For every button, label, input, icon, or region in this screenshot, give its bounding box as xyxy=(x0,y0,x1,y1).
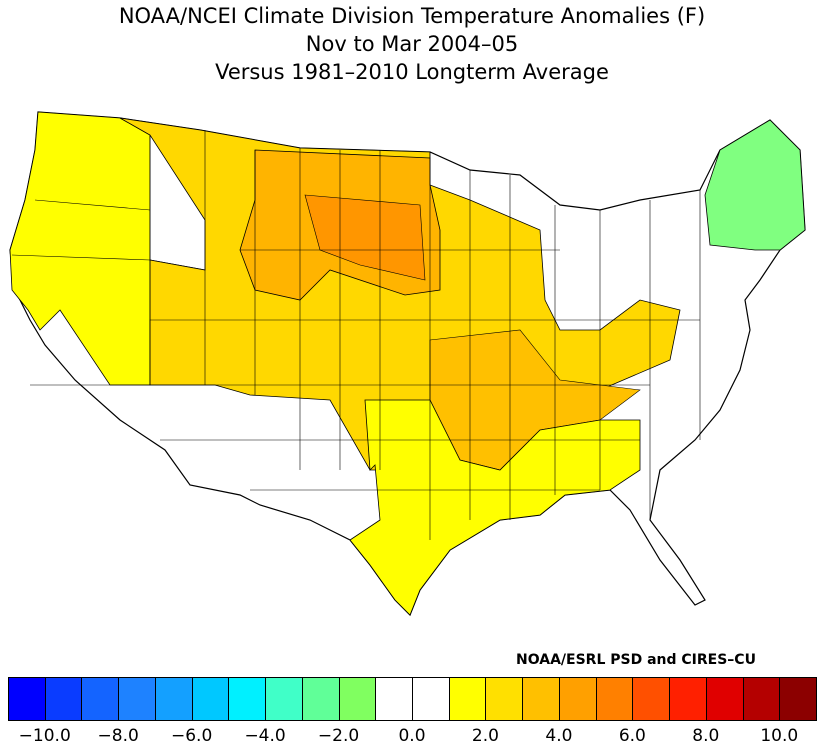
legend-tick-label: −8.0 xyxy=(97,726,139,746)
legend-swatch xyxy=(338,677,377,721)
credit-text: NOAA/ESRL PSD and CIRES–CU xyxy=(516,652,756,668)
legend-tick-label: −4.0 xyxy=(244,726,286,746)
region-new-england xyxy=(704,119,806,251)
legend-swatch xyxy=(154,677,193,721)
legend-swatch xyxy=(191,677,230,721)
legend-swatch xyxy=(8,677,46,721)
legend-swatch xyxy=(705,677,744,721)
legend-swatch xyxy=(485,677,524,721)
legend-swatch xyxy=(81,677,120,721)
legend-tick-label: 2.0 xyxy=(471,726,499,746)
legend-swatch xyxy=(448,677,487,721)
legend-tick-label: 8.0 xyxy=(692,726,720,746)
legend-swatch xyxy=(118,677,156,721)
legend-swatch xyxy=(228,677,267,721)
legend-tick-label: −2.0 xyxy=(317,726,360,746)
legend-tick-label: 4.0 xyxy=(545,726,573,746)
legend-tick-label: 10.0 xyxy=(760,726,799,746)
legend-swatch xyxy=(301,677,340,721)
legend-swatch xyxy=(742,677,781,721)
legend-swatch xyxy=(412,677,450,721)
legend-swatch xyxy=(375,677,413,721)
color-legend xyxy=(8,677,817,721)
map-title-block: NOAA/NCEI Climate Division Temperature A… xyxy=(0,2,824,86)
legend-swatch xyxy=(44,677,83,721)
legend-swatch xyxy=(632,677,671,721)
legend-swatch xyxy=(522,677,560,721)
legend-tick-label: −6.0 xyxy=(170,726,213,746)
legend-swatch xyxy=(265,677,303,721)
legend-tick-label: −10.0 xyxy=(18,726,71,746)
legend-swatch xyxy=(595,677,634,721)
title-line-2: Nov to Mar 2004–05 xyxy=(305,32,519,56)
title-line-3: Versus 1981–2010 Longterm Average xyxy=(215,60,609,84)
legend-swatch xyxy=(669,677,707,721)
region-plains-darkest xyxy=(304,194,426,281)
legend-tick-label: 0.0 xyxy=(398,726,426,746)
legend-swatch xyxy=(779,677,817,721)
legend-tick-label: 6.0 xyxy=(618,726,646,746)
region-south-central xyxy=(349,399,641,616)
legend-swatch xyxy=(558,677,597,721)
title-line-1: NOAA/NCEI Climate Division Temperature A… xyxy=(118,4,706,28)
division-lines xyxy=(11,130,701,540)
